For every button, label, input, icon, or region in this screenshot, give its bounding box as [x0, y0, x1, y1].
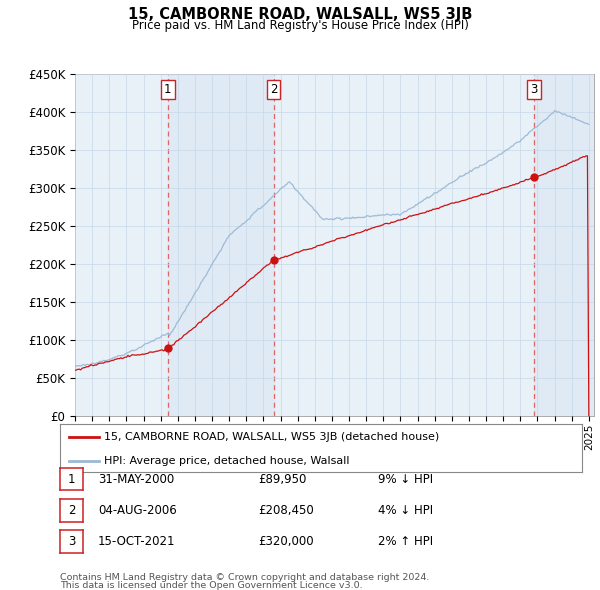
- Text: 4% ↓ HPI: 4% ↓ HPI: [378, 504, 433, 517]
- Text: 2: 2: [270, 83, 277, 96]
- Text: £208,450: £208,450: [258, 504, 314, 517]
- Text: This data is licensed under the Open Government Licence v3.0.: This data is licensed under the Open Gov…: [60, 581, 362, 590]
- Bar: [75, 74, 168, 416]
- Text: 04-AUG-2006: 04-AUG-2006: [98, 504, 176, 517]
- Text: HPI: Average price, detached house, Walsall: HPI: Average price, detached house, Wals…: [104, 456, 350, 466]
- Text: 15, CAMBORNE ROAD, WALSALL, WS5 3JB (detached house): 15, CAMBORNE ROAD, WALSALL, WS5 3JB (det…: [104, 432, 440, 442]
- Text: 31-MAY-2000: 31-MAY-2000: [98, 473, 174, 486]
- Text: 2: 2: [68, 504, 75, 517]
- Text: Contains HM Land Registry data © Crown copyright and database right 2024.: Contains HM Land Registry data © Crown c…: [60, 572, 430, 582]
- Text: 3: 3: [68, 535, 75, 548]
- Text: Price paid vs. HM Land Registry's House Price Index (HPI): Price paid vs. HM Land Registry's House …: [131, 19, 469, 32]
- Bar: [534, 74, 594, 416]
- Text: 1: 1: [164, 83, 172, 96]
- Text: 3: 3: [530, 83, 538, 96]
- Bar: [168, 74, 274, 416]
- Text: 15, CAMBORNE ROAD, WALSALL, WS5 3JB: 15, CAMBORNE ROAD, WALSALL, WS5 3JB: [128, 7, 472, 22]
- Text: £320,000: £320,000: [258, 535, 314, 548]
- Text: £89,950: £89,950: [258, 473, 307, 486]
- Text: 9% ↓ HPI: 9% ↓ HPI: [378, 473, 433, 486]
- Text: 15-OCT-2021: 15-OCT-2021: [98, 535, 175, 548]
- Text: 1: 1: [68, 473, 75, 486]
- Text: 2% ↑ HPI: 2% ↑ HPI: [378, 535, 433, 548]
- Bar: [274, 74, 534, 416]
